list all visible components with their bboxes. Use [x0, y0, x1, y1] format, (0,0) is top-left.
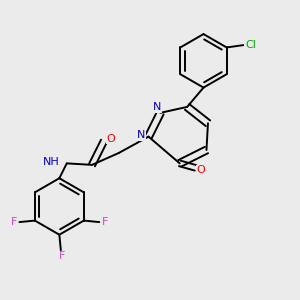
- Text: O: O: [196, 165, 205, 175]
- Text: F: F: [101, 217, 108, 227]
- Text: O: O: [106, 134, 115, 144]
- Text: Cl: Cl: [245, 40, 256, 50]
- Text: F: F: [58, 251, 65, 261]
- Text: N: N: [153, 103, 161, 112]
- Text: N: N: [137, 130, 145, 140]
- Text: NH: NH: [43, 158, 59, 167]
- Text: F: F: [11, 217, 17, 227]
